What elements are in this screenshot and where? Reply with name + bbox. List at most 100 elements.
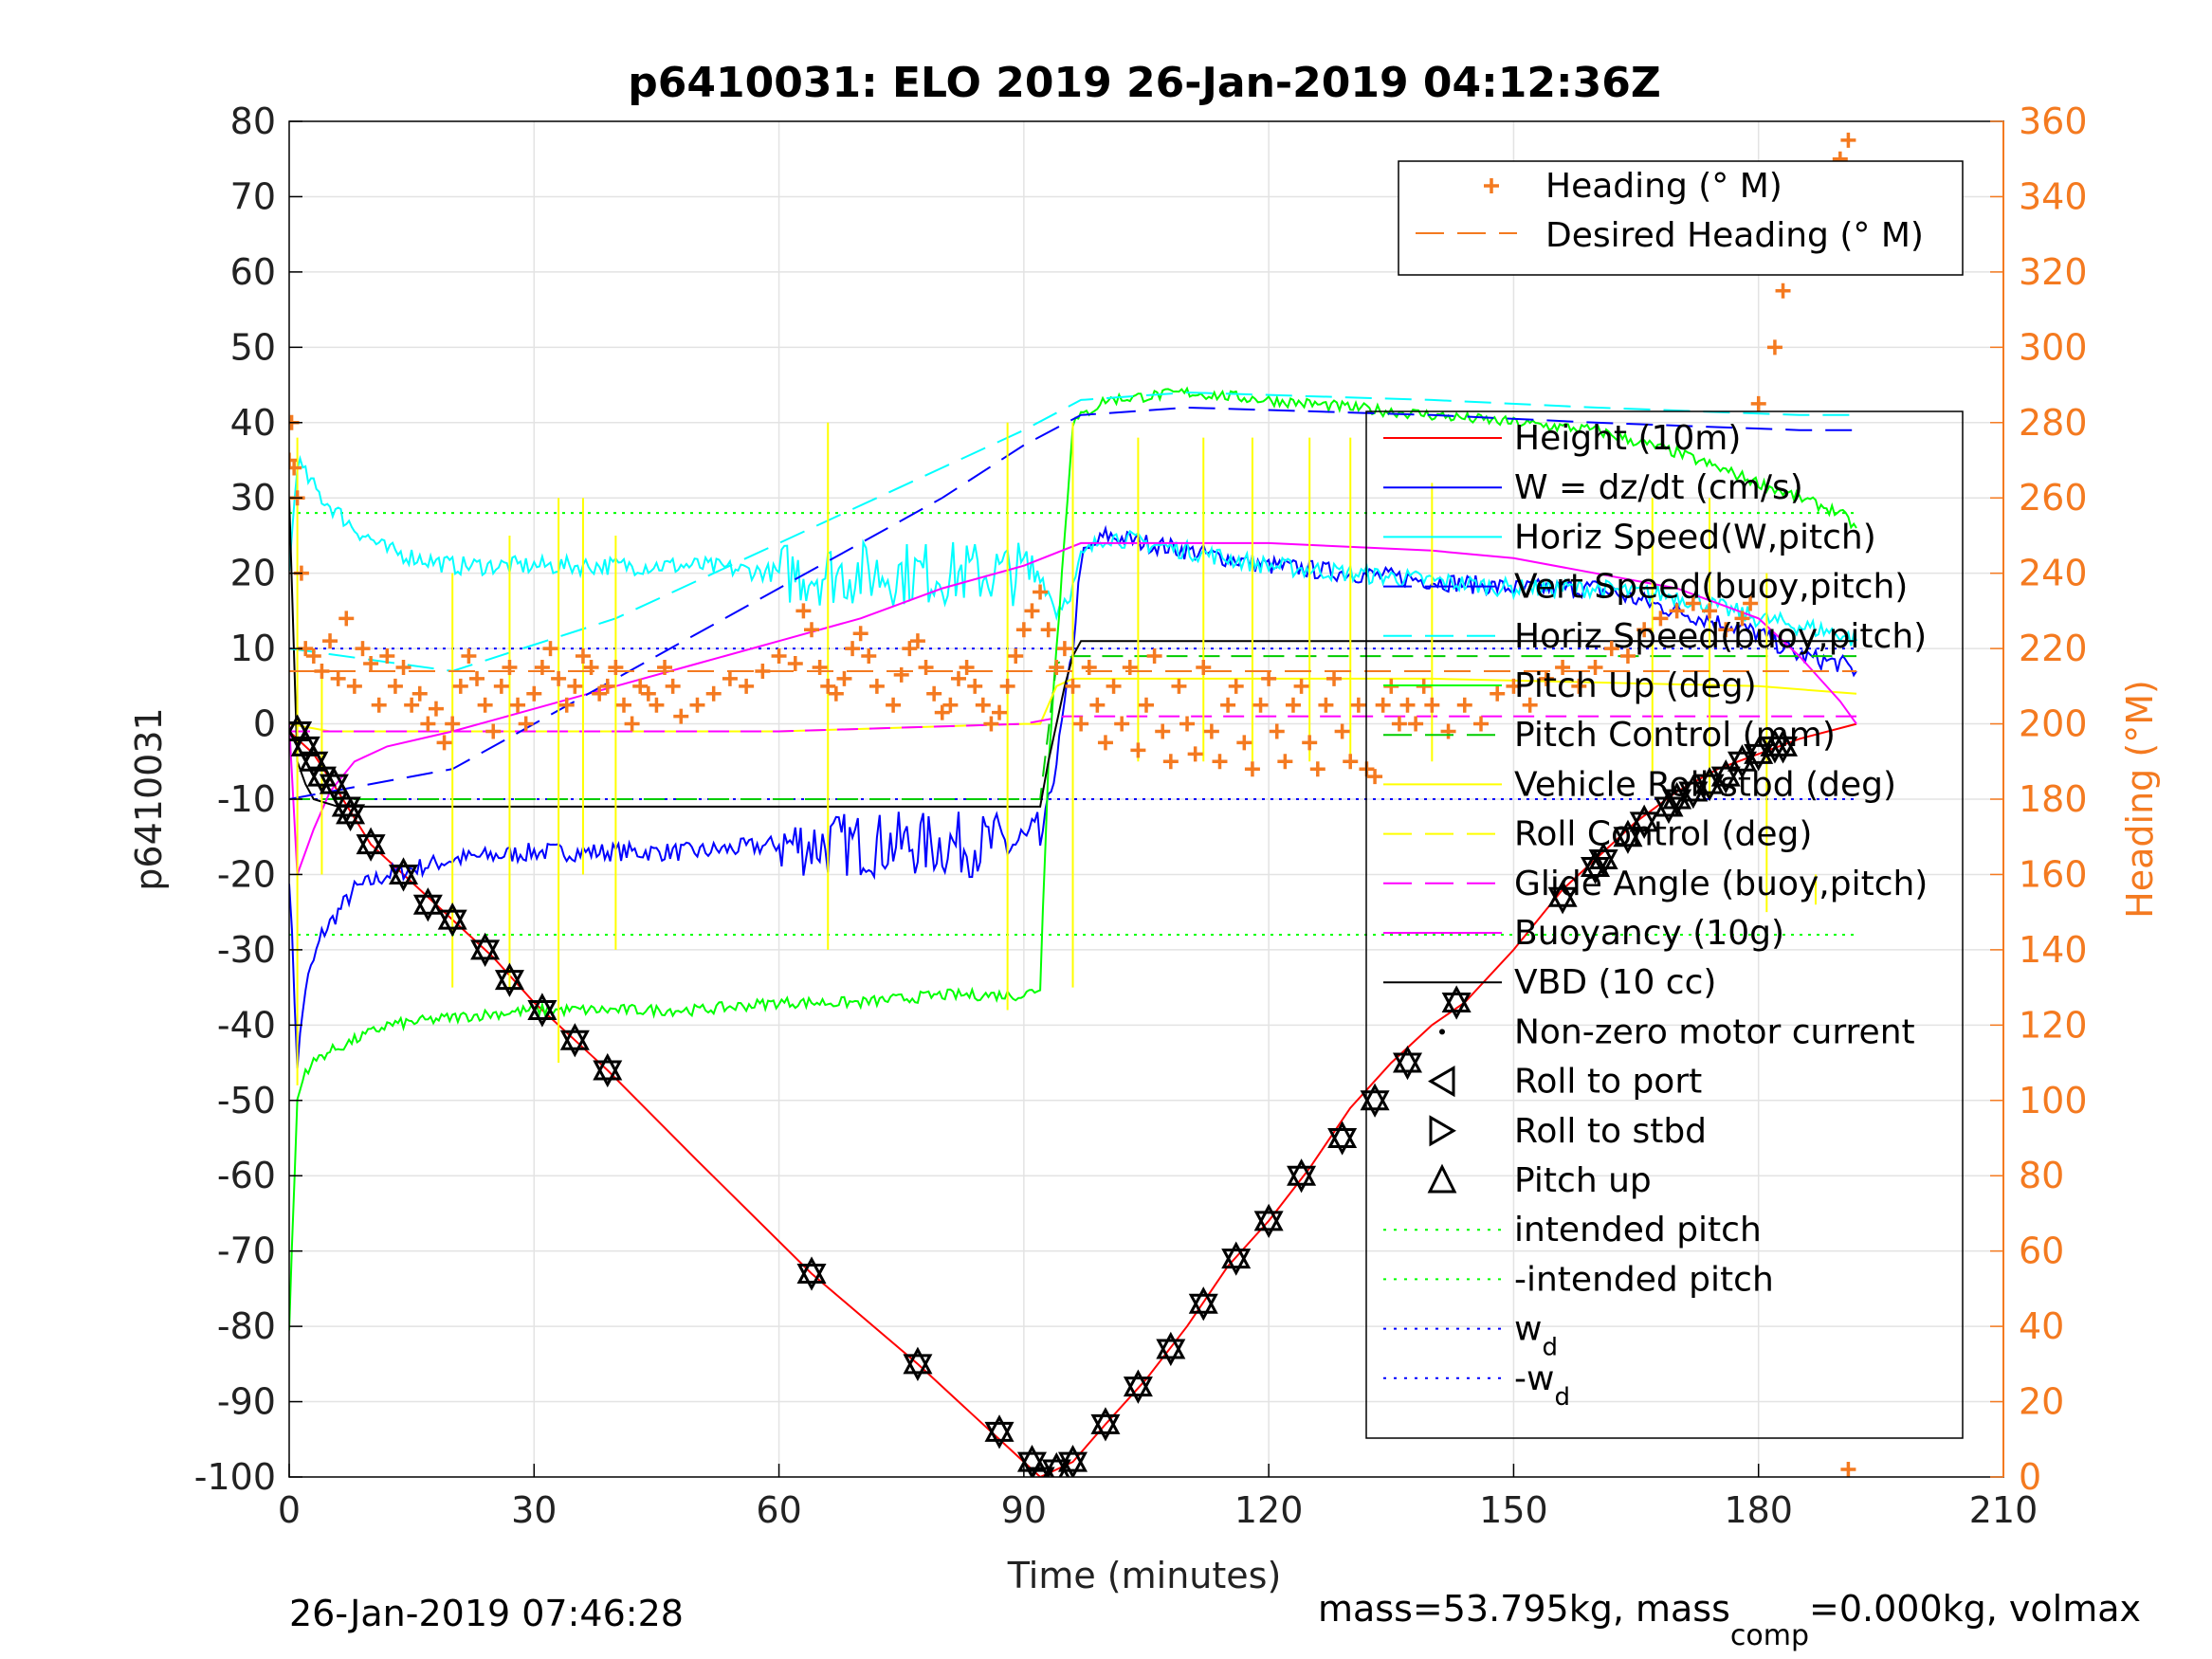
y-tick-label-right: 100 (2019, 1080, 2088, 1121)
legend-main-glyph (1429, 1115, 1456, 1147)
heading-marker (1171, 678, 1187, 694)
event-marker-down (1588, 849, 1618, 877)
event-marker-up (1654, 789, 1684, 817)
event-marker-down (1041, 1459, 1071, 1477)
event-marker (1221, 1241, 1252, 1276)
y-tick-label-right: 120 (2019, 1004, 2088, 1046)
heading-marker (1571, 678, 1587, 694)
heading-marker (1318, 697, 1334, 713)
heading-marker (1775, 283, 1791, 299)
event-marker-up (1613, 819, 1643, 848)
event-marker (559, 1023, 590, 1058)
heading-marker (649, 697, 665, 713)
event-marker-up (1016, 1444, 1047, 1472)
event-marker-down (1188, 1293, 1218, 1322)
heading-marker (445, 716, 461, 732)
legend-main-label-text: Buoyancy (10g) (1514, 914, 1784, 953)
event-marker-down (1744, 743, 1774, 772)
event-marker-down (1613, 827, 1643, 854)
event-marker (1123, 1369, 1153, 1404)
event-marker-down (356, 834, 386, 862)
legend-main-label: VBD (10 cc) (1514, 963, 1716, 1002)
x-tick-label: 60 (756, 1489, 801, 1531)
heading-marker (902, 641, 918, 657)
heading-marker (1653, 611, 1669, 627)
event-marker (1156, 1331, 1186, 1367)
y-tick-label-left: -40 (217, 1004, 276, 1046)
heading-marker (1685, 595, 1701, 611)
legend-main-label-text: Glide Angle (buoy,pitch) (1514, 865, 1928, 903)
y-tick-label-left: -70 (217, 1231, 276, 1272)
heading-marker (632, 678, 649, 694)
event-marker-up (1327, 1121, 1358, 1148)
heading-marker (1750, 395, 1766, 411)
event-marker-up (290, 729, 320, 757)
event-marker (903, 1346, 933, 1381)
event-marker-up (494, 962, 524, 991)
heading-marker (1114, 716, 1130, 732)
legend-main-label: Pitch Up (deg) (1514, 666, 1757, 705)
heading-marker (1139, 697, 1154, 713)
heading-marker (469, 670, 485, 686)
event-marker (1057, 1444, 1088, 1477)
event-marker (1327, 1121, 1358, 1156)
event-marker-down (412, 894, 443, 922)
event-marker-up (299, 744, 329, 772)
heading-marker (485, 723, 502, 739)
legend-main-glyph (1428, 1065, 1455, 1098)
heading-marker (771, 648, 787, 665)
x-tick-label: 210 (1969, 1489, 2038, 1531)
heading-marker (1285, 697, 1301, 713)
heading-marker (1162, 754, 1179, 770)
heading-marker (355, 641, 371, 657)
event-marker-down (1123, 1376, 1153, 1404)
heading-marker (1766, 339, 1782, 356)
event-marker-up (389, 857, 419, 884)
heading-marker (950, 670, 966, 686)
event-marker-up (1253, 1203, 1284, 1231)
heading-marker (812, 659, 828, 675)
heading-marker (583, 659, 599, 675)
legend-main-label-text: intended pitch (1514, 1211, 1762, 1249)
heading-marker (493, 678, 509, 694)
heading-marker (1056, 641, 1072, 657)
heading-marker (975, 697, 991, 713)
heading-marker (1130, 742, 1146, 758)
legend-main-label-text: Vert Speed(buoy,pitch) (1514, 568, 1908, 607)
heading-marker (1106, 678, 1122, 694)
legend-main-label: Roll to port (1514, 1063, 1702, 1102)
heading-marker (1391, 716, 1407, 732)
series-buoyancy (289, 541, 1857, 875)
event-marker-down (796, 1264, 827, 1291)
heading-marker (502, 659, 518, 675)
event-marker-down (593, 1060, 623, 1088)
heading-marker (1840, 132, 1856, 148)
y-tick-label-right: 240 (2019, 553, 2088, 594)
event-marker-down (1662, 789, 1692, 817)
y-tick-label-left: 80 (230, 100, 276, 142)
event-marker-down (1287, 1165, 1317, 1194)
heading-marker (1212, 754, 1228, 770)
heading-marker (338, 611, 355, 627)
event-marker-up (412, 887, 443, 915)
y-tick-label-left: -60 (217, 1155, 276, 1196)
heading-marker (665, 678, 681, 694)
legend-main-label-text: Vehicle Roll stbd (deg) (1514, 765, 1896, 804)
heading-marker (1146, 648, 1162, 665)
heading-marker (526, 685, 542, 702)
heading-marker (592, 685, 608, 702)
event-marker (1613, 819, 1643, 854)
event-marker-up (1057, 1444, 1088, 1472)
heading-marker (599, 678, 615, 694)
heading-marker (959, 659, 975, 675)
heading-marker (395, 659, 411, 675)
event-marker-up (796, 1256, 827, 1284)
heading-marker (1343, 754, 1359, 770)
y-tick-label-left: -10 (217, 778, 276, 820)
heading-marker (868, 678, 885, 694)
legend-main-label: W = dz/dt (cm/s) (1514, 468, 1803, 507)
x-tick-label: 120 (1234, 1489, 1304, 1531)
legend-main-box (1365, 410, 1964, 1439)
heading-marker (567, 678, 583, 694)
heading-marker (1024, 603, 1040, 619)
